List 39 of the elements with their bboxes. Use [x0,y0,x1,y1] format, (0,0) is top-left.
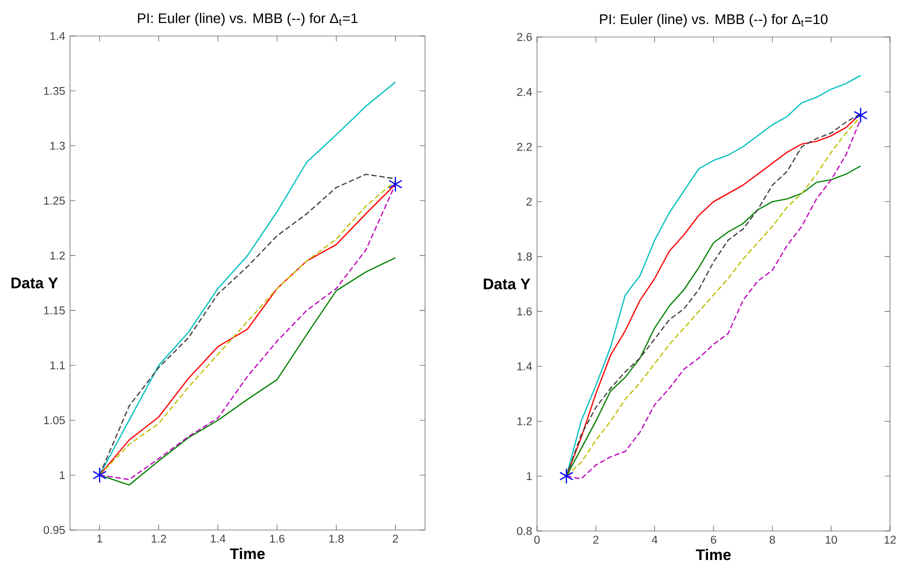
y-tick-label: 2 [526,198,532,206]
x-tick-label: 2 [392,534,398,543]
y-tick-label: 0.8 [516,526,532,536]
y-tick-label: 1.3 [50,142,65,150]
x-tick-label: 1.2 [152,534,166,543]
x-tick-label: 2 [593,536,598,544]
x-tick-label: 12 [884,536,896,544]
y-tick-label: 1.2 [50,252,65,260]
x-axis-title: Time [230,548,265,560]
x-tick-label: 4 [652,536,658,544]
x-tick-label: 8 [770,536,776,544]
x-tick-label: 1.4 [210,534,226,543]
y-tick-label: 1.05 [44,416,65,424]
x-tick-label: 0 [534,536,540,544]
y-tick-label: 1.4 [517,362,532,370]
y-axis-title: Data Y [11,278,58,288]
x-tick-label: 10 [826,536,838,544]
x-tick-label: 6 [710,536,716,544]
y-tick-label: 0.95 [44,526,65,534]
x-tick-label: 1 [97,534,102,543]
y-tick-label: 1.15 [44,306,65,314]
y-tick-label: 1.4 [50,32,65,40]
x-tick-label: 1.6 [270,534,284,543]
y-tick-label: 1.6 [517,307,532,316]
y-tick-label: 1.8 [517,252,532,261]
x-axis-title: Time [696,548,731,560]
y-tick-label: 1 [526,472,532,480]
x-tick-label: 1.8 [329,534,344,543]
y-axis-title: Data Y [484,278,530,290]
y-tick-label: 1.25 [44,196,65,205]
chart-title: PI: Euler (line) vs. MBB (--) for Δ$_{t}$=10 [600,14,828,27]
y-tick-label: 1.35 [44,86,65,95]
y-tick-label: 2.6 [517,32,532,42]
y-tick-label: 1.2 [517,417,532,426]
y-tick-label: 2.4 [517,88,532,96]
y-tick-label: 2.2 [517,142,532,151]
y-tick-label: 1 [60,471,65,480]
y-tick-label: 1.1 [50,361,65,370]
chart-title: PI: Euler (line) vs. MBB (--) for Δ$_{t}$=1 [138,12,358,26]
